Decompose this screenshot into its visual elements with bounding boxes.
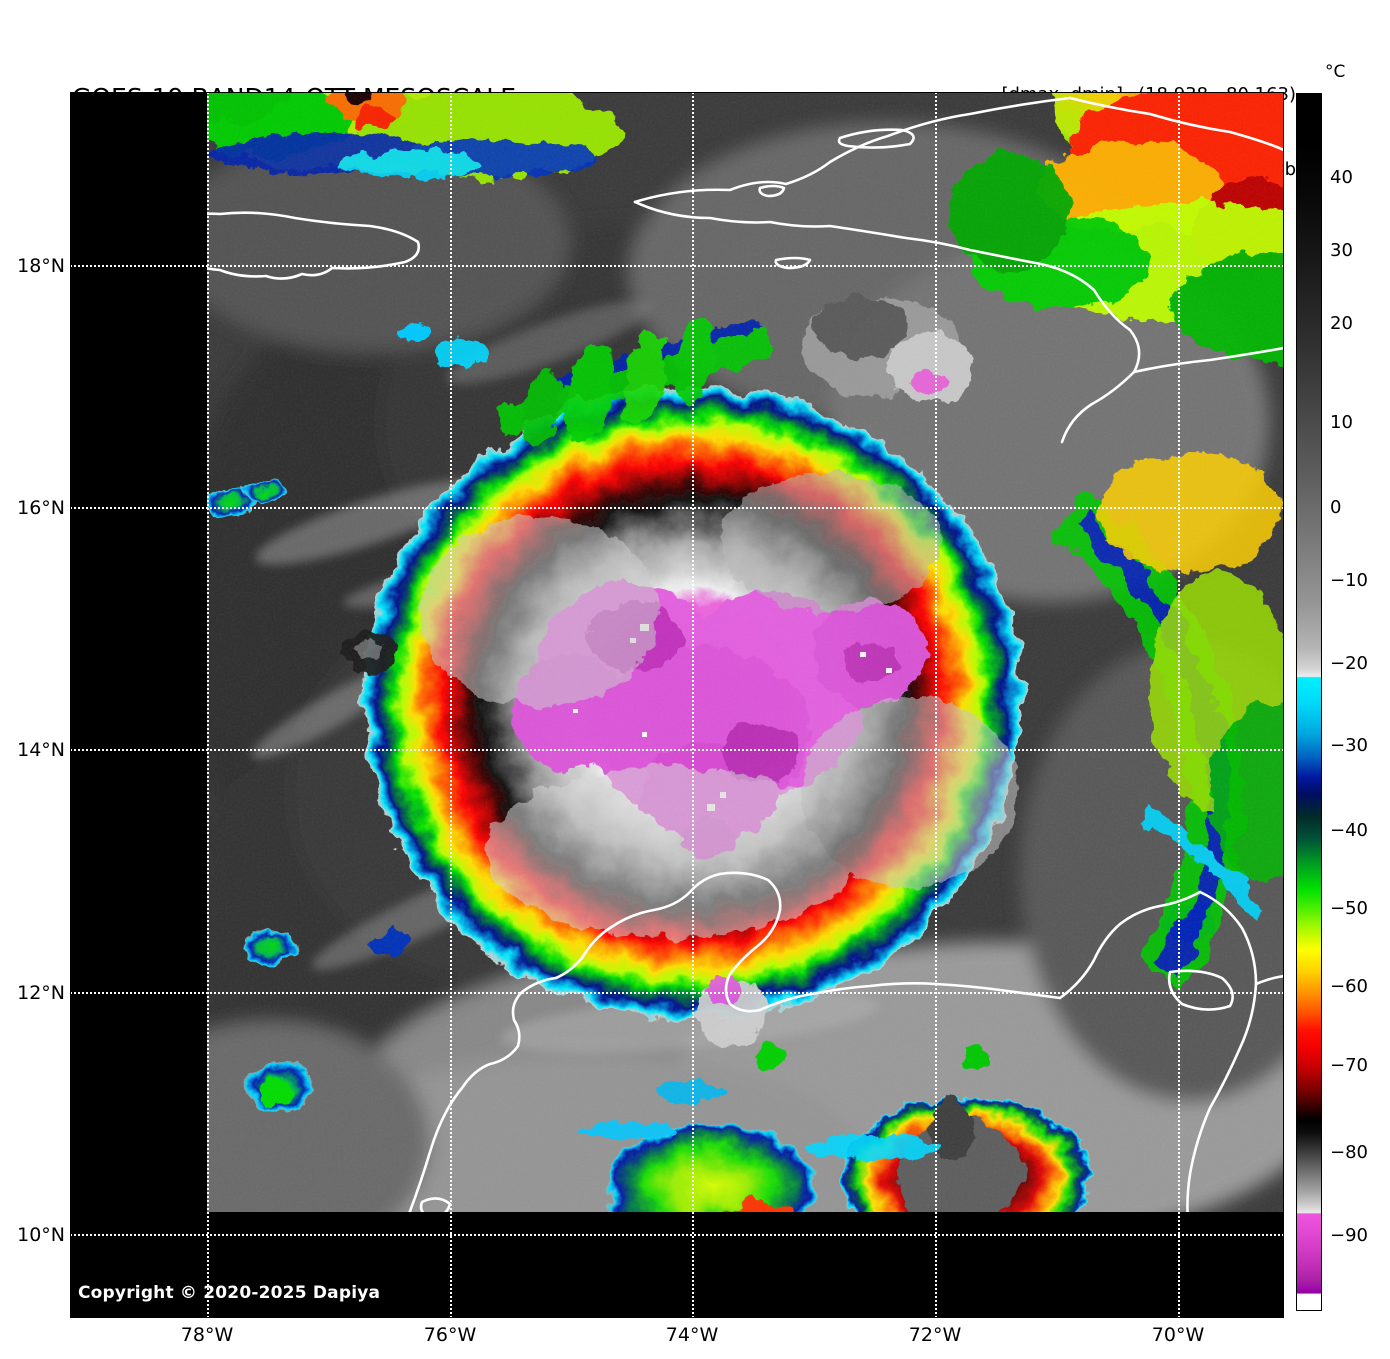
lon-label-70w: 70°W: [1151, 1324, 1205, 1346]
colorbar-tick-0: 0: [1330, 497, 1342, 518]
lon-label-78w: 78°W: [180, 1324, 234, 1346]
lat-label-14n: 14°N: [17, 739, 65, 761]
colorbar-gradient: [1297, 94, 1321, 1310]
colorbar-tick-m70: −70: [1330, 1055, 1368, 1076]
colorbar-tick-40: 40: [1330, 167, 1353, 188]
colorbar-unit-label: °C: [1325, 62, 1346, 82]
colorbar: [1296, 93, 1322, 1311]
colorbar-tick-m30: −30: [1330, 735, 1368, 756]
colorbar-tick-m80: −80: [1330, 1142, 1368, 1163]
colorbar-tick-m40: −40: [1330, 820, 1368, 841]
lat-label-12n: 12°N: [17, 982, 65, 1004]
colorbar-tick-m50: −50: [1330, 898, 1368, 919]
lat-label-10n: 10°N: [17, 1224, 65, 1246]
colorbar-tick-m20: −20: [1330, 653, 1368, 674]
lon-label-74w: 74°W: [665, 1324, 719, 1346]
colorbar-tick-m90: −90: [1330, 1225, 1368, 1246]
lat-label-16n: 16°N: [17, 497, 65, 519]
lon-label-76w: 76°W: [423, 1324, 477, 1346]
lat-label-18n: 18°N: [17, 255, 65, 277]
colorbar-tick-20: 20: [1330, 313, 1353, 334]
satellite-image-panel: [70, 92, 1284, 1318]
colorbar-tick-m10: −10: [1330, 570, 1368, 591]
satellite-imagery: [70, 92, 1284, 1318]
colorbar-tick-m60: −60: [1330, 976, 1368, 997]
copyright-label: Copyright © 2020-2025 Dapiya: [78, 1283, 381, 1303]
lon-label-72w: 72°W: [908, 1324, 962, 1346]
colorbar-tick-10: 10: [1330, 412, 1353, 433]
colorbar-tick-30: 30: [1330, 240, 1353, 261]
